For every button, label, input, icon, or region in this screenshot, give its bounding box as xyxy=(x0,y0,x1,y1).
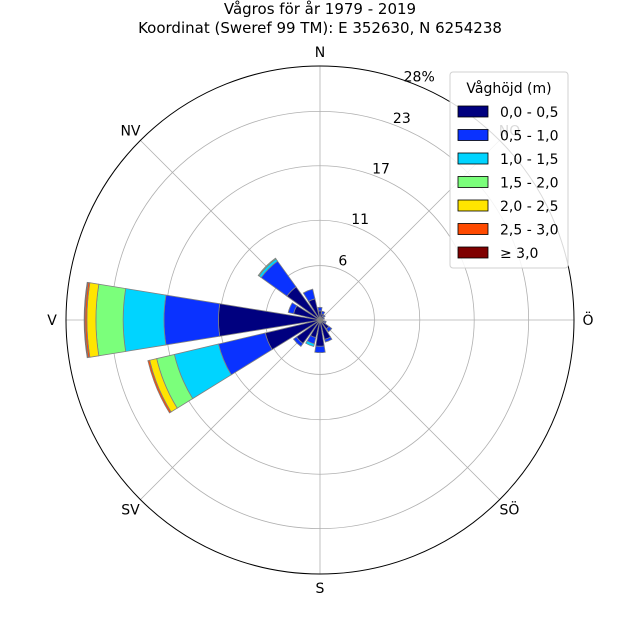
legend: Våghöjd (m) 0,0 - 0,5 0,5 - 1,0 1,0 - 1,5 1,… xyxy=(449,71,569,269)
sector-bar xyxy=(323,320,327,324)
sector-bar xyxy=(302,288,316,303)
sector-bar xyxy=(314,345,326,354)
chart-title: Vågros för år 1979 - 2019 xyxy=(223,0,417,18)
legend-label: 0,0 - 0,5 xyxy=(500,105,558,121)
legend-label: 2,0 - 2,5 xyxy=(500,199,558,215)
sector-bar xyxy=(122,288,167,352)
legend-swatch xyxy=(457,246,489,259)
sector-bar xyxy=(324,336,333,343)
sector-bar xyxy=(317,306,323,312)
legend-swatch xyxy=(457,199,489,212)
legend-label: 2,5 - 3,0 xyxy=(500,223,558,239)
sector-bar xyxy=(320,310,326,316)
direction-label: N xyxy=(315,45,325,61)
grid-spoke xyxy=(319,319,500,500)
legend-swatch xyxy=(457,105,489,118)
radial-tick-label: 28% xyxy=(404,69,435,85)
sector-bar xyxy=(305,340,315,347)
sector-bar xyxy=(147,359,172,414)
legend-title: Våghöjd (m) xyxy=(466,80,551,97)
legend-label: 1,0 - 1,5 xyxy=(500,152,558,168)
direction-label: SV xyxy=(121,503,140,519)
sector-bar xyxy=(321,317,325,320)
legend-label: ≥ 3,0 xyxy=(500,246,538,262)
legend-swatch xyxy=(457,152,489,165)
radial-tick-label: 23 xyxy=(393,111,411,127)
radial-labels: 6 11 17 23 28% xyxy=(338,69,434,269)
sector-bar xyxy=(83,281,89,359)
direction-label: V xyxy=(47,313,57,329)
legend-label: 1,5 - 2,0 xyxy=(500,176,558,192)
sector-bar xyxy=(322,314,326,318)
legend-label: 0,5 - 1,0 xyxy=(500,129,558,145)
legend-swatch xyxy=(457,129,489,141)
legend-swatch xyxy=(457,223,489,235)
radial-tick-label: 17 xyxy=(372,162,390,178)
radial-tick-label: 11 xyxy=(351,212,369,228)
sector-bar xyxy=(257,257,277,277)
sector-bar xyxy=(287,302,298,315)
direction-label: S xyxy=(316,581,325,597)
sector-bar xyxy=(163,294,221,346)
legend-box xyxy=(449,71,569,269)
legend-swatch xyxy=(457,176,489,188)
direction-label: NV xyxy=(120,123,140,139)
sector-bars xyxy=(83,257,333,414)
grid xyxy=(66,66,574,574)
sector-bar xyxy=(325,325,333,333)
sector-bar xyxy=(95,283,127,357)
outer-circle xyxy=(65,65,575,575)
direction-label: Ö xyxy=(582,311,593,329)
grid-spoke xyxy=(140,319,321,500)
sector-bar xyxy=(292,336,304,348)
radial-tick-label: 6 xyxy=(338,254,347,270)
chart-subtitle: Koordinat (Sweref 99 TM): E 352630, N 62… xyxy=(138,19,502,37)
direction-label: SÖ xyxy=(500,501,520,519)
